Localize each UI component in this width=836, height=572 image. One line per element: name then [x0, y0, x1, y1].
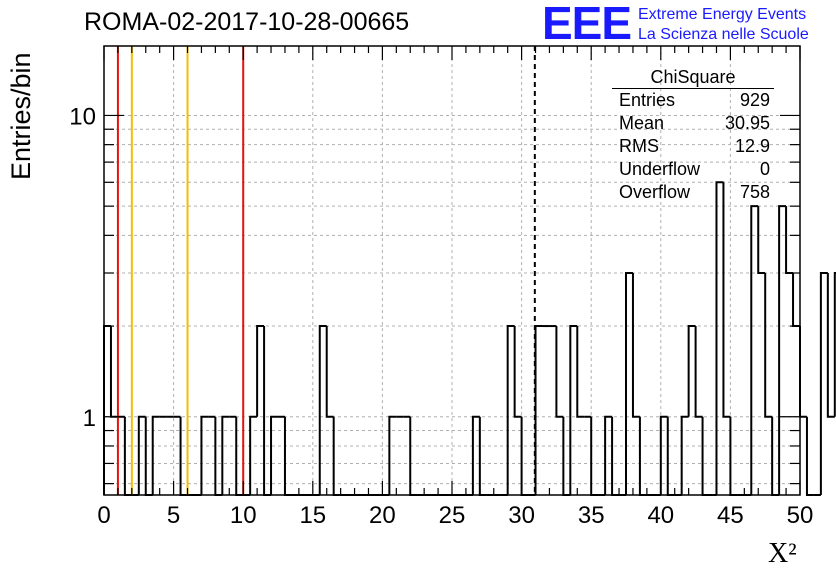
histogram-bin: [604, 415, 613, 495]
histogram-bin: [506, 325, 515, 495]
stats-key: Mean: [619, 113, 665, 133]
histogram-bin: [819, 271, 828, 495]
histogram-bin: [318, 325, 327, 495]
histogram-bin: [270, 415, 278, 495]
histogram-bin: [833, 271, 836, 417]
histogram-bin: [687, 325, 696, 417]
histogram-bin: [103, 325, 111, 495]
stats-value: 929: [739, 90, 770, 110]
stats-row-entries: Entries 929: [612, 89, 782, 112]
tick-labels-layer: 0 5 10 15 20 25 30 35 40 45 50 1 10: [69, 103, 813, 529]
histogram-bin: [249, 415, 258, 495]
histogram-bin: [513, 326, 522, 418]
stats-value: 0: [759, 159, 770, 179]
chart-title: ROMA-02-2017-10-28-00665: [84, 8, 410, 36]
x-tick-label: 10: [230, 502, 257, 529]
histogram-bin: [750, 205, 759, 495]
stats-row-underflow: Underflow 0: [612, 158, 782, 181]
y-axis-label: Entries/bin: [6, 52, 36, 180]
x-tick-label: 50: [787, 502, 814, 529]
histogram-bin: [576, 326, 585, 418]
histogram-bin: [722, 182, 731, 418]
x-tick-label: 35: [578, 502, 605, 529]
histogram-bin: [263, 326, 272, 496]
histogram-bin: [555, 326, 564, 418]
stats-value: 758: [739, 182, 770, 202]
histogram-bin: [221, 415, 230, 495]
x-tick-label: 25: [439, 502, 466, 529]
x-axis-label: X²: [768, 538, 797, 569]
histogram-bin: [792, 272, 800, 328]
x-tick-label: 0: [97, 502, 110, 529]
histogram-bin: [764, 272, 773, 418]
histogram-bin: [799, 326, 807, 418]
y-tick-label: 10: [69, 103, 96, 130]
histogram-bin: [109, 326, 118, 418]
histogram-bin: [256, 325, 265, 417]
grid-layer: [104, 46, 800, 495]
stats-row-mean: Mean 30.95: [612, 112, 782, 135]
histogram-bin: [200, 415, 209, 495]
histogram-bin: [659, 415, 668, 495]
histogram-bin: [680, 415, 689, 495]
stats-row-overflow: Overflow 758: [612, 181, 782, 204]
stats-value: 30.95: [724, 113, 770, 133]
stats-box: ChiSquare Entries 929 Mean 30.95 RMS 12.…: [612, 66, 782, 204]
histogram-bin: [325, 326, 334, 418]
stats-value: 12.9: [734, 136, 770, 156]
histogram-bin: [785, 206, 794, 274]
histogram-bin: [625, 271, 633, 495]
histogram-bin: [715, 181, 724, 495]
stats-key: Entries: [619, 90, 676, 110]
histogram-bin: [694, 326, 703, 418]
x-tick-label: 20: [369, 502, 396, 529]
histogram-bin: [151, 415, 160, 495]
stats-key: Overflow: [619, 182, 691, 202]
stats-row-rms: RMS 12.9: [612, 135, 782, 158]
stats-title: ChiSquare: [612, 66, 774, 89]
x-tick-label: 45: [717, 502, 744, 529]
histogram-bin: [534, 325, 543, 495]
stats-key: RMS: [619, 136, 659, 156]
logo-line-1: Extreme Energy Events: [638, 6, 807, 23]
x-tick-label: 5: [167, 502, 180, 529]
x-tick-label: 30: [508, 502, 535, 529]
stats-key: Underflow: [619, 159, 701, 179]
x-tick-label: 15: [299, 502, 326, 529]
x-tick-label: 40: [647, 502, 674, 529]
marker-lines-layer: [116, 46, 536, 495]
histogram-bin: [569, 325, 578, 495]
logo-mark: EEE: [542, 0, 632, 49]
histogram-bin: [137, 415, 146, 495]
axes-layer: [103, 45, 801, 496]
histogram-bin: [631, 272, 640, 418]
histogram-bin: [471, 415, 480, 495]
histogram-bin: [778, 205, 787, 495]
logo-line-2: La Scienza nelle Scuole: [638, 26, 809, 43]
histogram-bin: [757, 206, 766, 274]
histogram-bin: [826, 272, 835, 418]
histogram-bin: [388, 415, 397, 495]
histogram-bin: [805, 416, 814, 496]
eee-logo: EEE Extreme Energy Events La Scienza nel…: [542, 0, 834, 49]
y-tick-label: 1: [83, 405, 96, 432]
